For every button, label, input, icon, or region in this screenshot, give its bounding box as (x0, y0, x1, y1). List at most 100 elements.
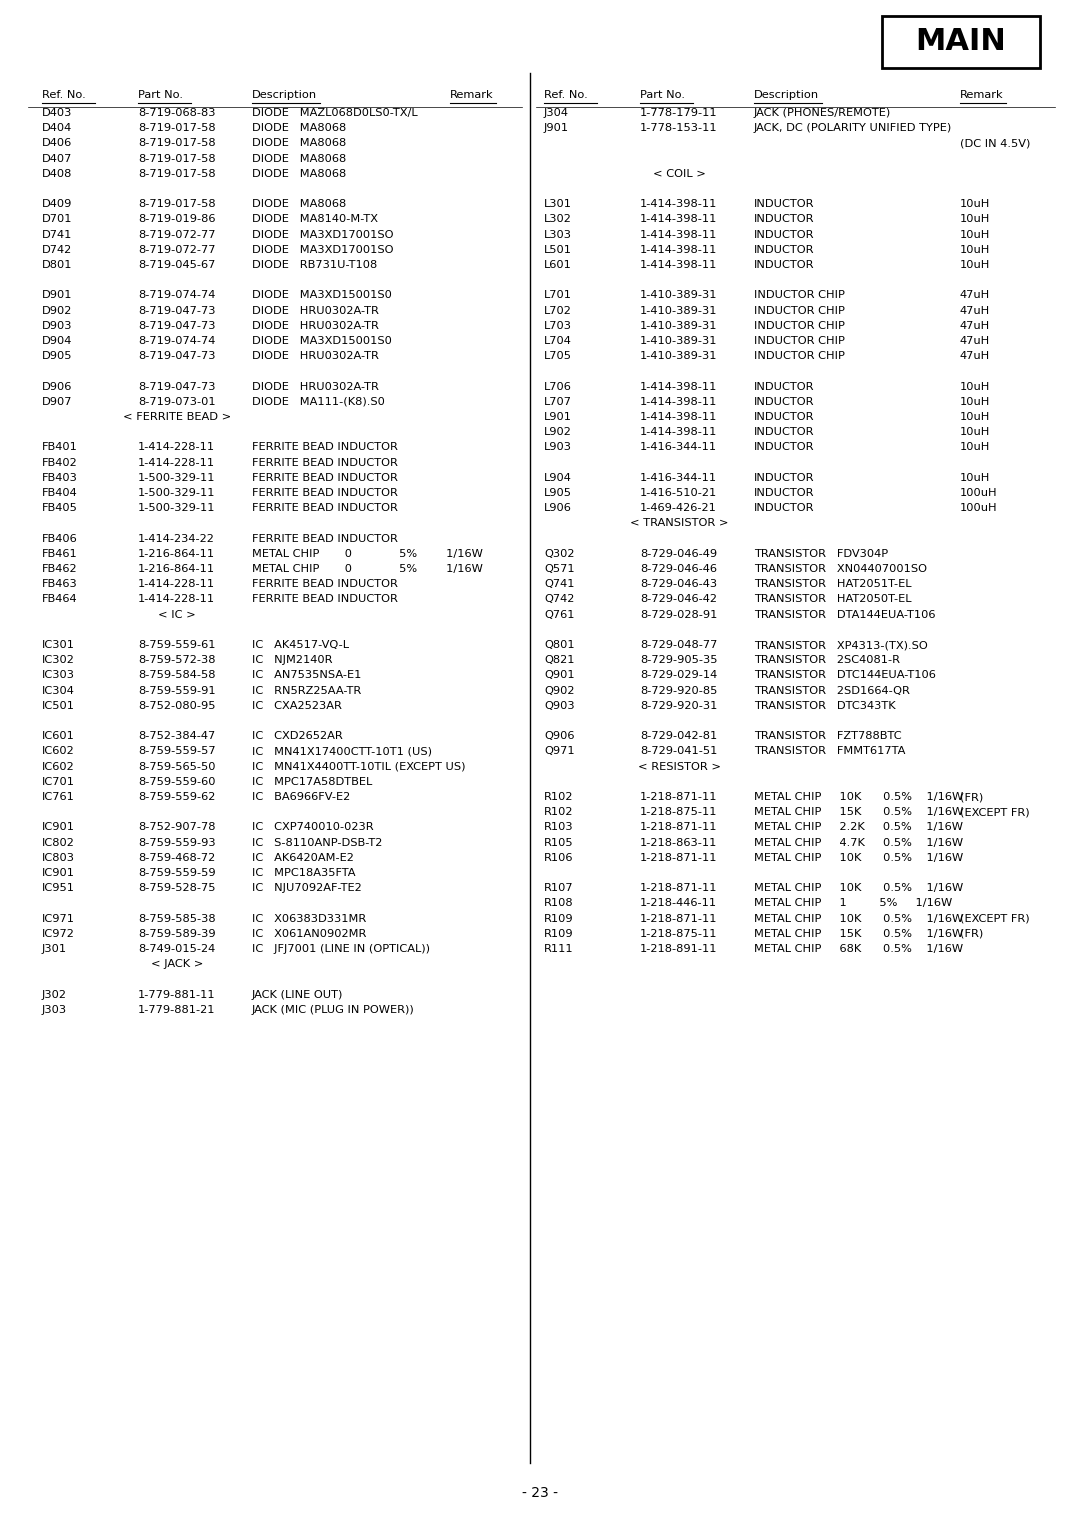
Text: FERRITE BEAD INDUCTOR: FERRITE BEAD INDUCTOR (252, 579, 397, 590)
Text: INDUCTOR: INDUCTOR (754, 428, 814, 437)
Text: 10uH: 10uH (960, 244, 990, 255)
Text: FERRITE BEAD INDUCTOR: FERRITE BEAD INDUCTOR (252, 533, 397, 544)
Text: JACK, DC (POLARITY UNIFIED TYPE): JACK, DC (POLARITY UNIFIED TYPE) (754, 124, 953, 133)
Text: FERRITE BEAD INDUCTOR: FERRITE BEAD INDUCTOR (252, 472, 397, 483)
Text: 10uH: 10uH (960, 382, 990, 391)
Text: 1-218-875-11: 1-218-875-11 (640, 929, 717, 938)
Text: METAL CHIP     15K      0.5%    1/16W: METAL CHIP 15K 0.5% 1/16W (754, 929, 963, 938)
Text: 1-416-344-11: 1-416-344-11 (640, 443, 717, 452)
Text: IC   CXA2523AR: IC CXA2523AR (252, 701, 342, 711)
Text: Description: Description (252, 90, 318, 99)
Text: FB462: FB462 (42, 564, 78, 575)
Text: 1-414-228-11: 1-414-228-11 (138, 594, 215, 605)
Text: 1-778-153-11: 1-778-153-11 (640, 124, 717, 133)
Text: METAL CHIP     15K      0.5%    1/16W: METAL CHIP 15K 0.5% 1/16W (754, 807, 963, 817)
Text: DIODE   MA8068: DIODE MA8068 (252, 168, 347, 179)
Text: JACK (MIC (PLUG IN POWER)): JACK (MIC (PLUG IN POWER)) (252, 1005, 415, 1015)
Text: INDUCTOR CHIP: INDUCTOR CHIP (754, 321, 845, 330)
Text: 8-729-029-14: 8-729-029-14 (640, 671, 717, 680)
Text: 8-729-048-77: 8-729-048-77 (640, 640, 717, 649)
Text: METAL CHIP     10K      0.5%    1/16W: METAL CHIP 10K 0.5% 1/16W (754, 883, 963, 894)
Text: METAL CHIP     10K      0.5%    1/16W: METAL CHIP 10K 0.5% 1/16W (754, 792, 963, 802)
Text: D408: D408 (42, 168, 72, 179)
Text: 1-218-871-11: 1-218-871-11 (640, 883, 717, 894)
Text: L901: L901 (544, 413, 572, 422)
Text: 1-218-875-11: 1-218-875-11 (640, 807, 717, 817)
Text: - 23 -: - 23 - (522, 1487, 558, 1500)
Text: DIODE   HRU0302A-TR: DIODE HRU0302A-TR (252, 321, 379, 330)
Text: INDUCTOR CHIP: INDUCTOR CHIP (754, 290, 845, 301)
Text: IC   X06383D331MR: IC X06383D331MR (252, 914, 366, 923)
Text: 1-414-228-11: 1-414-228-11 (138, 457, 215, 468)
Text: 1-410-389-31: 1-410-389-31 (640, 321, 717, 330)
Text: INDUCTOR: INDUCTOR (754, 472, 814, 483)
Text: R111: R111 (544, 944, 573, 953)
Text: 8-729-042-81: 8-729-042-81 (640, 732, 717, 741)
Text: L906: L906 (544, 503, 572, 513)
Text: 8-759-584-58: 8-759-584-58 (138, 671, 216, 680)
Text: 1-500-329-11: 1-500-329-11 (138, 472, 216, 483)
Text: 10uH: 10uH (960, 214, 990, 225)
Text: IC601: IC601 (42, 732, 75, 741)
Text: IC302: IC302 (42, 656, 75, 665)
Text: INDUCTOR: INDUCTOR (754, 397, 814, 406)
Text: 8-729-920-85: 8-729-920-85 (640, 686, 717, 695)
Text: D905: D905 (42, 351, 72, 361)
Text: INDUCTOR: INDUCTOR (754, 244, 814, 255)
Text: (FR): (FR) (960, 929, 983, 938)
Text: Description: Description (754, 90, 819, 99)
Text: R105: R105 (544, 837, 573, 848)
Text: L303: L303 (544, 229, 572, 240)
Text: Q742: Q742 (544, 594, 575, 605)
Text: 1-414-398-11: 1-414-398-11 (640, 397, 717, 406)
Text: FERRITE BEAD INDUCTOR: FERRITE BEAD INDUCTOR (252, 503, 397, 513)
Text: L905: L905 (544, 487, 572, 498)
Text: 1-216-864-11: 1-216-864-11 (138, 564, 215, 575)
Text: METAL CHIP     1         5%     1/16W: METAL CHIP 1 5% 1/16W (754, 898, 953, 909)
Text: Q901: Q901 (544, 671, 575, 680)
Text: D741: D741 (42, 229, 72, 240)
Text: IC   AK6420AM-E2: IC AK6420AM-E2 (252, 853, 354, 863)
Text: FERRITE BEAD INDUCTOR: FERRITE BEAD INDUCTOR (252, 457, 397, 468)
Text: 1-410-389-31: 1-410-389-31 (640, 351, 717, 361)
Text: Q741: Q741 (544, 579, 575, 590)
Text: IC   MN41X17400CTT-10T1 (US): IC MN41X17400CTT-10T1 (US) (252, 746, 432, 756)
Text: 1-218-871-11: 1-218-871-11 (640, 914, 717, 923)
Text: 1-216-864-11: 1-216-864-11 (138, 549, 215, 559)
Text: 47uH: 47uH (960, 290, 990, 301)
Text: 1-469-426-21: 1-469-426-21 (640, 503, 717, 513)
Text: 8-719-017-58: 8-719-017-58 (138, 139, 216, 148)
Text: 8-749-015-24: 8-749-015-24 (138, 944, 215, 953)
Text: < IC >: < IC > (158, 610, 195, 619)
Text: D742: D742 (42, 244, 72, 255)
Text: IC   AK4517-VQ-L: IC AK4517-VQ-L (252, 640, 349, 649)
Text: D904: D904 (42, 336, 72, 345)
Text: IC   RN5RZ25AA-TR: IC RN5RZ25AA-TR (252, 686, 361, 695)
Text: R102: R102 (544, 807, 573, 817)
Text: 8-752-080-95: 8-752-080-95 (138, 701, 216, 711)
Text: IC   S-8110ANP-DSB-T2: IC S-8110ANP-DSB-T2 (252, 837, 382, 848)
Text: 47uH: 47uH (960, 306, 990, 316)
Text: Q821: Q821 (544, 656, 575, 665)
Text: L501: L501 (544, 244, 572, 255)
Text: IC303: IC303 (42, 671, 75, 680)
Text: D907: D907 (42, 397, 72, 406)
Text: 8-719-047-73: 8-719-047-73 (138, 382, 216, 391)
Text: L302: L302 (544, 214, 572, 225)
Text: 8-719-068-83: 8-719-068-83 (138, 108, 216, 118)
Text: DIODE   MA8068: DIODE MA8068 (252, 199, 347, 209)
Text: IC   BA6966FV-E2: IC BA6966FV-E2 (252, 792, 350, 802)
Text: 10uH: 10uH (960, 397, 990, 406)
Text: INDUCTOR: INDUCTOR (754, 229, 814, 240)
Text: L706: L706 (544, 382, 572, 391)
Text: INDUCTOR: INDUCTOR (754, 260, 814, 270)
Text: 10uH: 10uH (960, 428, 990, 437)
Text: D906: D906 (42, 382, 72, 391)
Text: TRANSISTOR   DTC144EUA-T106: TRANSISTOR DTC144EUA-T106 (754, 671, 936, 680)
Text: 10uH: 10uH (960, 199, 990, 209)
Text: 1-416-344-11: 1-416-344-11 (640, 472, 717, 483)
Text: 10uH: 10uH (960, 229, 990, 240)
Text: L704: L704 (544, 336, 572, 345)
Text: IC   CXD2652AR: IC CXD2652AR (252, 732, 342, 741)
Text: 1-500-329-11: 1-500-329-11 (138, 503, 216, 513)
